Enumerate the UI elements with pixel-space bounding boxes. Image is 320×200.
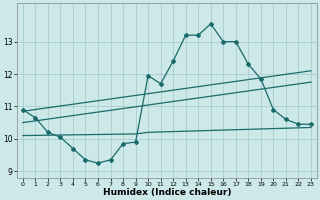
X-axis label: Humidex (Indice chaleur): Humidex (Indice chaleur) — [103, 188, 231, 197]
